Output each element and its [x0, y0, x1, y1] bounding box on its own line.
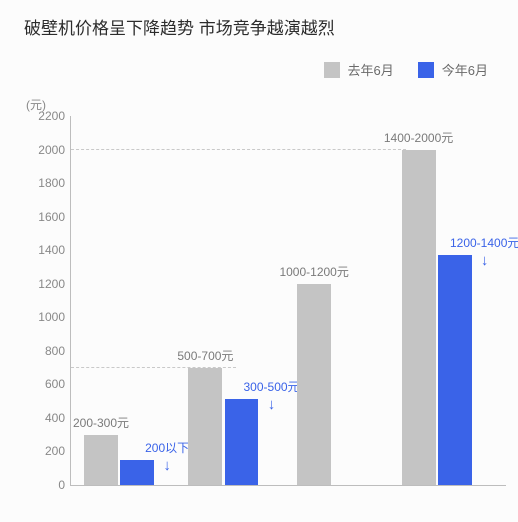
bar-this-year [438, 255, 472, 485]
y-tick: 0 [29, 478, 65, 492]
bar-label-last: 500-700元 [177, 347, 233, 364]
bar-label-last: 200-300元 [73, 414, 129, 431]
legend-label-this: 今年6月 [442, 60, 488, 79]
bar-label-last: 1000-1200元 [279, 263, 348, 280]
bar-last-year [297, 284, 331, 485]
legend-swatch-this [418, 62, 434, 78]
down-arrow-icon: ↓ [163, 457, 171, 474]
y-tick: 1400 [29, 243, 65, 257]
y-tick: 2200 [29, 109, 65, 123]
bar-this-year [225, 399, 259, 485]
gridline [71, 149, 406, 150]
down-arrow-icon: ↓ [268, 396, 276, 413]
legend-item-last-year: 去年6月 [324, 60, 394, 79]
down-arrow-icon: ↓ [481, 252, 489, 269]
bar-label-last: 1400-2000元 [384, 129, 453, 146]
y-tick: 800 [29, 344, 65, 358]
y-tick: 1000 [29, 310, 65, 324]
legend-label-last: 去年6月 [348, 60, 394, 79]
y-tick: 600 [29, 377, 65, 391]
bar-last-year [188, 368, 222, 485]
y-tick: 1800 [29, 176, 65, 190]
y-tick: 2000 [29, 143, 65, 157]
y-tick: 200 [29, 444, 65, 458]
bar-last-year [84, 435, 118, 485]
legend: 去年6月 今年6月 [0, 60, 488, 79]
plot-area: 0200400600800100012001400160018002000220… [70, 116, 506, 486]
legend-item-this-year: 今年6月 [418, 60, 488, 79]
chart-area: (元) 020040060080010001200140016001800200… [20, 100, 506, 504]
y-tick: 1200 [29, 277, 65, 291]
legend-swatch-last [324, 62, 340, 78]
bar-last-year [402, 150, 436, 485]
bar-label-this: 1200-1400元 [450, 234, 518, 251]
chart-title: 破壁机价格呈下降趋势 市场竞争越演越烈 [24, 14, 335, 39]
y-tick: 1600 [29, 210, 65, 224]
bar-label-this: 300-500元 [244, 378, 300, 395]
bar-this-year [120, 460, 154, 485]
y-tick: 400 [29, 411, 65, 425]
bar-label-this: 200以下 [145, 439, 189, 456]
